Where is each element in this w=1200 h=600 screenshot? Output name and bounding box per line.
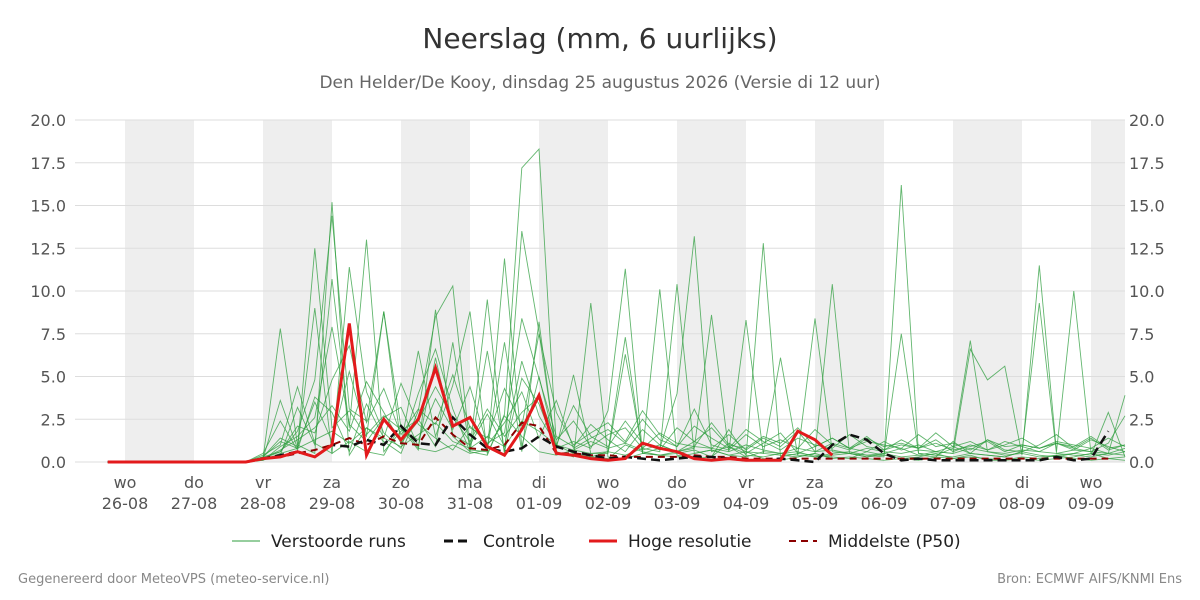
ensemble-lines: [107, 148, 1126, 463]
x-tick-day: do: [667, 473, 687, 492]
x-tick-date: 30-08: [378, 494, 425, 513]
ensemble-member-line: [107, 302, 1126, 463]
x-tick-date: 31-08: [447, 494, 494, 513]
y-tick-label-right: 0.0: [1129, 453, 1154, 472]
chart-title: Neerslag (mm, 6 uurlijks): [422, 22, 778, 55]
hires-line: [107, 323, 834, 464]
x-tick-date: 28-08: [240, 494, 287, 513]
x-tick-date: 29-08: [309, 494, 356, 513]
x-tick-day: wo: [1080, 473, 1103, 492]
y-axis-ticks: 0.0 0.0 2.5 2.5 5.0 5.0 7.5 7.5 10.0 10.0 12.5 12.5…: [30, 111, 1164, 472]
y-tick-label-right: 17.5: [1129, 154, 1165, 173]
legend-control-label: Controle: [483, 532, 555, 552]
ensemble-member-line: [107, 369, 1126, 463]
y-tick-label-left: 0.0: [41, 453, 66, 472]
x-tick-date: 02-09: [585, 494, 632, 513]
y-tick-label-left: 5.0: [41, 368, 66, 387]
x-tick-date: 09-09: [1068, 494, 1115, 513]
x-tick-day: zo: [875, 473, 893, 492]
y-tick-label-right: 20.0: [1129, 111, 1165, 130]
footer-credit: Gegenereerd door MeteoVPS (meteo-service…: [18, 572, 330, 587]
x-tick-day: za: [806, 473, 824, 492]
x-tick-day: ma: [457, 473, 482, 492]
legend-ensemble-label: Verstoorde runs: [271, 532, 406, 552]
x-axis-ticks: wo 26-08 do 27-08 vr 28-08 za 29-08 zo 30-08 ma 31-…: [102, 473, 1115, 513]
y-tick-label-right: 5.0: [1129, 368, 1154, 387]
x-tick-day: zo: [392, 473, 410, 492]
x-tick-day: do: [184, 473, 204, 492]
y-tick-label-right: 12.5: [1129, 239, 1165, 258]
x-tick-day: wo: [597, 473, 620, 492]
x-tick-date: 04-09: [723, 494, 770, 513]
x-tick-day: ma: [940, 473, 965, 492]
chart-subtitle: Den Helder/De Kooy, dinsdag 25 augustus …: [319, 73, 881, 93]
y-tick-label-left: 17.5: [30, 154, 66, 173]
x-tick-date: 03-09: [654, 494, 701, 513]
y-tick-label-left: 10.0: [30, 282, 66, 301]
y-tick-label-left: 15.0: [30, 197, 66, 216]
x-tick-date: 01-09: [516, 494, 563, 513]
x-tick-date: 26-08: [102, 494, 149, 513]
legend-hires-label: Hoge resolutie: [628, 532, 752, 552]
x-tick-day: za: [323, 473, 341, 492]
x-tick-day: di: [532, 473, 547, 492]
y-tick-label-right: 10.0: [1129, 282, 1165, 301]
x-tick-date: 07-09: [930, 494, 977, 513]
y-tick-label-right: 2.5: [1129, 410, 1154, 429]
x-tick-day: di: [1015, 473, 1030, 492]
x-tick-day: wo: [114, 473, 137, 492]
legend-median-label: Middelste (P50): [828, 532, 961, 552]
x-tick-day: vr: [738, 473, 754, 492]
y-tick-label-left: 12.5: [30, 239, 66, 258]
ensemble-member-line: [107, 333, 1126, 463]
ensemble-member-line: [107, 380, 1126, 463]
y-tick-label-right: 7.5: [1129, 325, 1154, 344]
ensemble-member-line: [107, 267, 1126, 463]
y-tick-label-right: 15.0: [1129, 197, 1165, 216]
y-tick-label-left: 7.5: [41, 325, 66, 344]
x-tick-date: 06-09: [861, 494, 908, 513]
x-tick-date: 08-09: [999, 494, 1046, 513]
y-tick-label-left: 2.5: [41, 410, 66, 429]
ensemble-member-line: [107, 326, 1126, 463]
legend: Verstoorde runs Controle Hoge resolutie Mid…: [232, 532, 961, 552]
x-tick-day: vr: [255, 473, 271, 492]
y-tick-label-left: 20.0: [30, 111, 66, 130]
x-tick-date: 05-09: [792, 494, 839, 513]
x-tick-date: 27-08: [171, 494, 218, 513]
footer-source: Bron: ECMWF AIFS/KNMI Ens: [997, 572, 1182, 587]
hires-line-layer: [107, 323, 834, 464]
